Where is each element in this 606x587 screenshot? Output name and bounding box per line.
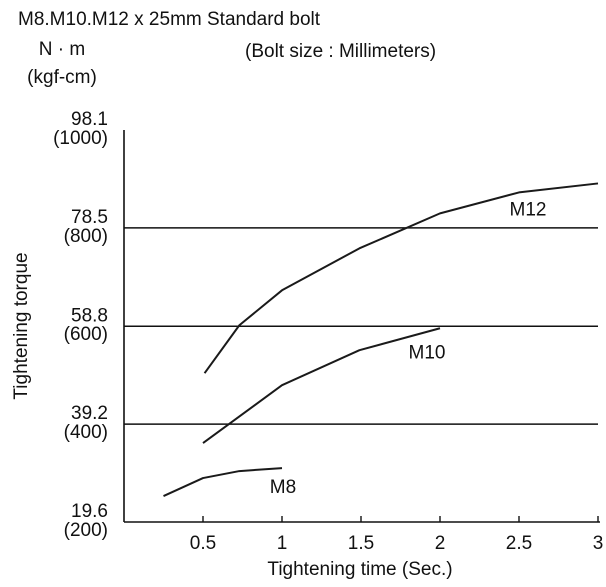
chart-title: M8.M10.M12 x 25mm Standard bolt <box>18 9 321 30</box>
series-label: M8 <box>270 477 296 498</box>
series-label: M12 <box>510 199 547 220</box>
series-label: M10 <box>409 342 446 363</box>
x-tick-label: 1 <box>277 533 288 554</box>
y2-tick-label: (400) <box>64 422 108 443</box>
y-tick-label: 39.2 <box>71 403 108 424</box>
series-line <box>203 182 599 374</box>
x-tick-label: 2 <box>435 533 446 554</box>
y-tick-label: 78.5 <box>71 207 108 228</box>
y2-tick-label: (800) <box>64 226 108 247</box>
y-tick-label: 58.8 <box>71 305 108 326</box>
y2-tick-label: (200) <box>64 520 108 541</box>
x-tick-label: 1.5 <box>348 533 374 554</box>
y-unit: N · m <box>39 39 85 60</box>
y-axis-label: Tightening torque <box>11 252 32 399</box>
y2-unit: (kgf-cm) <box>27 67 97 88</box>
x-tick-label: 0.5 <box>190 533 216 554</box>
series-line <box>202 327 441 444</box>
y-tick-label: 19.6 <box>71 501 108 522</box>
y-tick-label: 98.1 <box>71 109 108 130</box>
chart-subtitle: (Bolt size : Millimeters) <box>245 41 436 62</box>
y2-tick-label: (600) <box>64 324 108 345</box>
x-tick-label: 3 <box>593 533 604 554</box>
x-axis-label: Tightening time (Sec.) <box>267 559 452 580</box>
series-line <box>163 467 283 497</box>
x-tick-label: 2.5 <box>506 533 532 554</box>
y2-tick-label: (1000) <box>53 128 108 149</box>
